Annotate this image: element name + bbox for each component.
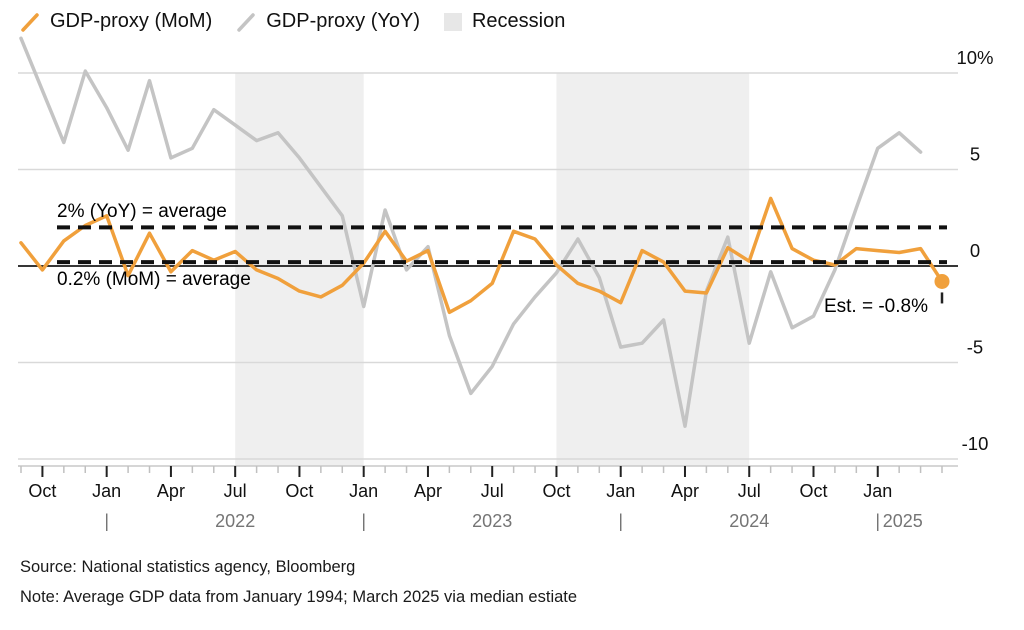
y-tick-label: -10 <box>962 433 989 454</box>
month-label: Apr <box>157 481 185 501</box>
month-label: Oct <box>799 481 827 501</box>
year-label: 2022 <box>215 511 255 531</box>
month-label: Apr <box>414 481 442 501</box>
note-text: Note: Average GDP data from January 1994… <box>20 588 578 606</box>
month-label: Apr <box>671 481 699 501</box>
year-label: 2024 <box>729 511 769 531</box>
estimate-point <box>934 273 950 289</box>
month-label: Jul <box>738 481 761 501</box>
y-tick-label: 5 <box>970 144 980 165</box>
month-label: Jul <box>224 481 247 501</box>
y-tick-label: 10% <box>956 47 993 68</box>
month-label: Jan <box>863 481 892 501</box>
source-text: Source: National statistics agency, Bloo… <box>20 558 356 576</box>
chart-legend: GDP-proxy (MoM) GDP-proxy (YoY) Recessio… <box>20 10 565 33</box>
year-labels: | 2022 | 2023 | 2024 | 2025 <box>104 511 922 531</box>
month-label: Oct <box>542 481 570 501</box>
series-line-yoy <box>19 36 923 428</box>
legend-label-mom: GDP-proxy (MoM) <box>50 10 213 32</box>
recession-band <box>556 73 750 466</box>
gray-slash-icon <box>237 12 255 32</box>
legend-item-mom: GDP-proxy (MoM) <box>20 10 212 33</box>
y-axis-labels: 10% 5 0 -5 -10 <box>956 47 993 454</box>
year-label: 2025 <box>883 511 923 531</box>
mom-average-annotation: 0.2% (MoM) = average <box>57 269 251 290</box>
estimate-annotation: Est. = -0.8% <box>823 296 928 317</box>
month-label: Jul <box>481 481 504 501</box>
year-separator: | <box>361 511 366 531</box>
y-gridlines <box>18 72 958 460</box>
orange-slash-icon <box>21 12 39 32</box>
y-tick-label: 0 <box>970 240 980 261</box>
month-label: Jan <box>349 481 378 501</box>
legend-label-recession: Recession <box>471 10 566 32</box>
month-label: Jan <box>606 481 635 501</box>
month-label: Oct <box>28 481 56 501</box>
series-line-mom <box>19 196 944 315</box>
x-axis-ticks: Oct Jan Apr Jul Oct Jan Apr Jul Oct Jan Apr Jul Oct J… <box>20 466 943 501</box>
legend-label-yoy: GDP-proxy (YoY) <box>266 10 420 32</box>
year-separator: | <box>618 511 623 531</box>
year-separator: | <box>104 511 109 531</box>
legend-item-recession: Recession <box>443 10 566 33</box>
legend-item-yoy: GDP-proxy (YoY) <box>236 10 420 33</box>
year-separator: | <box>875 511 880 531</box>
y-tick-label: -5 <box>967 337 983 358</box>
month-label: Oct <box>285 481 313 501</box>
yoy-average-annotation: 2% (YoY) = average <box>57 201 227 222</box>
recession-bands <box>235 73 750 466</box>
recession-swatch-icon <box>443 12 462 31</box>
year-label: 2023 <box>472 511 512 531</box>
month-label: Jan <box>92 481 121 501</box>
